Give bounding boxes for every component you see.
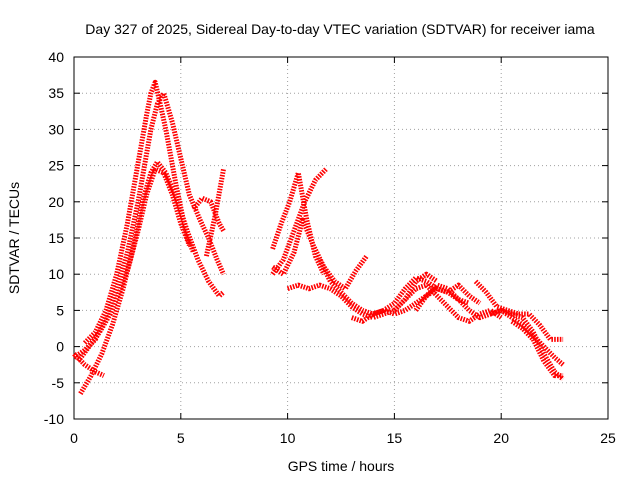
y-tick-label: -10 xyxy=(44,411,64,427)
x-tick-label: 20 xyxy=(493,430,509,446)
y-tick-label: 30 xyxy=(48,121,64,137)
y-tick-label: 35 xyxy=(48,85,64,101)
x-axis-label: GPS time / hours xyxy=(288,458,395,474)
y-tick-label: 15 xyxy=(48,230,64,246)
x-tick-label: 15 xyxy=(387,430,403,446)
x-tick-label: 5 xyxy=(177,430,185,446)
series-line-sat-p xyxy=(473,279,564,342)
series-line-sat-i xyxy=(270,167,328,276)
grid xyxy=(74,57,608,419)
series-line-sat-f xyxy=(203,168,226,257)
y-tick-label: 20 xyxy=(48,194,64,210)
axis-ticks: 0 5 10 15 20 25 -10 -5 0 5 10 15 20 25 30 35 40 xyxy=(44,49,616,446)
x-tick-label: 0 xyxy=(70,430,78,446)
series-line-sat-m xyxy=(350,282,482,324)
y-axis-label: SDTVAR / TECUs xyxy=(6,182,22,294)
x-tick-label: 25 xyxy=(600,430,616,446)
series-line-sat-b xyxy=(78,159,226,395)
series-line-sat-c xyxy=(82,79,196,345)
series-line-sat-a xyxy=(72,90,226,360)
y-tick-label: -5 xyxy=(52,375,65,391)
y-tick-label: 10 xyxy=(48,266,64,282)
series-line-sat-r xyxy=(510,319,564,379)
y-tick-label: 5 xyxy=(56,302,64,318)
x-tick-label: 10 xyxy=(280,430,296,446)
series-line-sat-d xyxy=(76,166,192,363)
y-tick-label: 25 xyxy=(48,158,64,174)
series-group xyxy=(72,79,565,395)
series-line-sat-e xyxy=(191,195,226,233)
series-line-sat-h xyxy=(270,170,327,276)
series-line-sat-n xyxy=(392,282,503,324)
series-line-sat-j xyxy=(271,217,369,292)
y-tick-label: 40 xyxy=(48,49,64,65)
chart-title: Day 327 of 2025, Sidereal Day-to-day VTE… xyxy=(85,21,595,37)
y-tick-label: 0 xyxy=(56,339,64,355)
series-line-sat-k xyxy=(286,271,439,321)
